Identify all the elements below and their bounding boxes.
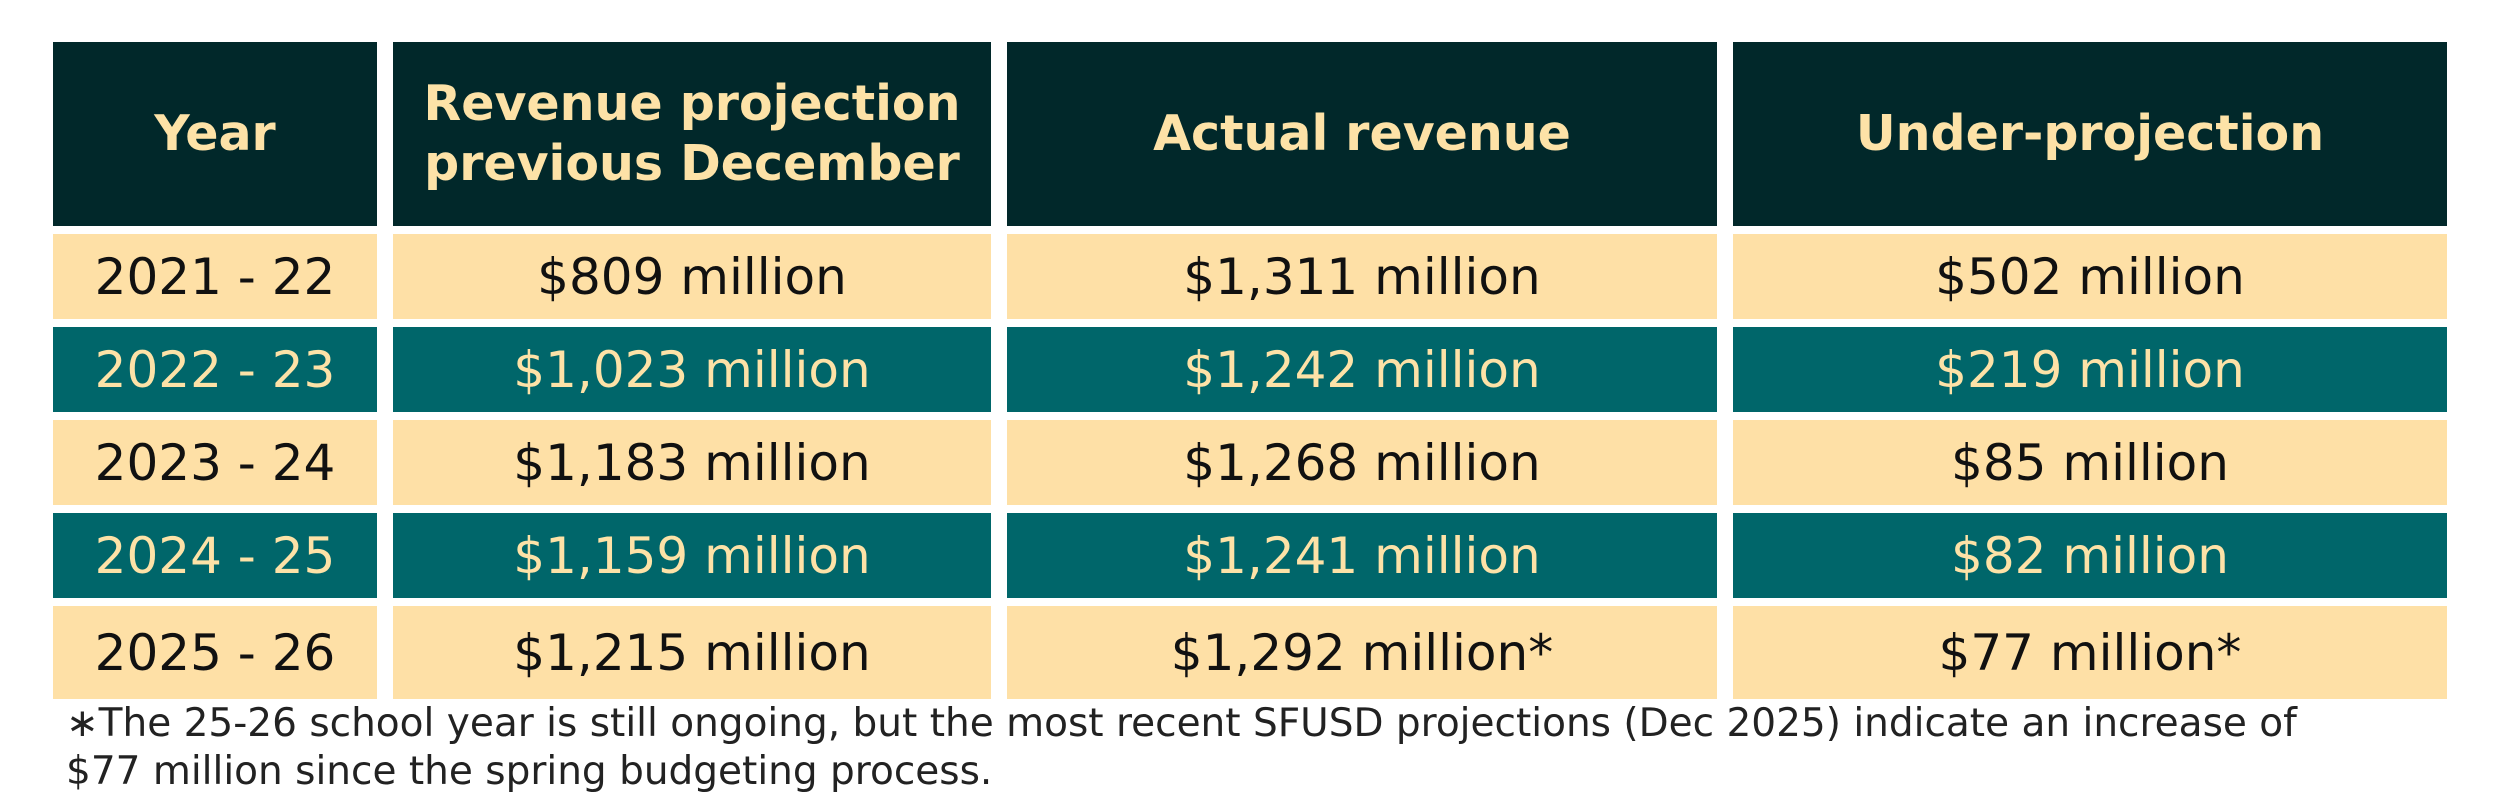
cell-under-projection: $82 million xyxy=(1733,513,2447,606)
cell-actual-revenue: $1,268 million xyxy=(1007,420,1733,513)
header-actual-revenue-line-1: Actual revenue xyxy=(1153,105,1571,162)
cell-year: 2023 - 24 xyxy=(53,420,393,513)
header-revenue-projection: Revenue projection previous December xyxy=(393,42,1007,234)
header-under-projection: Under-projection xyxy=(1733,42,2447,234)
cell-year: 2025 - 26 xyxy=(53,606,393,699)
cell-revenue-projection: $1,159 million xyxy=(393,513,1007,606)
cell-year: 2024 - 25 xyxy=(53,513,393,606)
cell-revenue-projection: $1,023 million xyxy=(393,327,1007,420)
cell-under-projection: $219 million xyxy=(1733,327,2447,420)
header-revenue-projection-line-2: previous December xyxy=(424,135,960,192)
cell-actual-revenue: $1,242 million xyxy=(1007,327,1733,420)
header-under-projection-line-1: Under-projection xyxy=(1855,105,2325,162)
table-row: 2021 - 22 $809 million $1,311 million $5… xyxy=(53,234,2447,327)
cell-year: 2021 - 22 xyxy=(53,234,393,327)
revenue-projection-table: Year Revenue projection previous Decembe… xyxy=(53,42,2447,699)
cell-actual-revenue: $1,292 million* xyxy=(1007,606,1733,699)
table-row: 2025 - 26 $1,215 million $1,292 million*… xyxy=(53,606,2447,699)
footnote-line-1: ∗The 25-26 school year is still ongoing,… xyxy=(66,701,2297,746)
cell-under-projection: $85 million xyxy=(1733,420,2447,513)
cell-actual-revenue: $1,241 million xyxy=(1007,513,1733,606)
cell-under-projection: $502 million xyxy=(1733,234,2447,327)
cell-actual-revenue: $1,311 million xyxy=(1007,234,1733,327)
header-row: Year Revenue projection previous Decembe… xyxy=(53,42,2447,234)
cell-revenue-projection: $1,183 million xyxy=(393,420,1007,513)
cell-revenue-projection: $809 million xyxy=(393,234,1007,327)
cell-revenue-projection: $1,215 million xyxy=(393,606,1007,699)
header-revenue-projection-line-1: Revenue projection xyxy=(423,75,961,132)
table-row: 2022 - 23 $1,023 million $1,242 million … xyxy=(53,327,2447,420)
footnote-line-2: $77 million since the spring budgeting p… xyxy=(66,749,993,794)
cell-under-projection: $77 million* xyxy=(1733,606,2447,699)
header-year-line-1: Year xyxy=(154,105,276,162)
footnote: ∗The 25-26 school year is still ongoing,… xyxy=(66,700,2366,796)
table-row: 2024 - 25 $1,159 million $1,241 million … xyxy=(53,513,2447,606)
header-year: Year xyxy=(53,42,393,234)
table-row: 2023 - 24 $1,183 million $1,268 million … xyxy=(53,420,2447,513)
header-actual-revenue: Actual revenue xyxy=(1007,42,1733,234)
cell-year: 2022 - 23 xyxy=(53,327,393,420)
